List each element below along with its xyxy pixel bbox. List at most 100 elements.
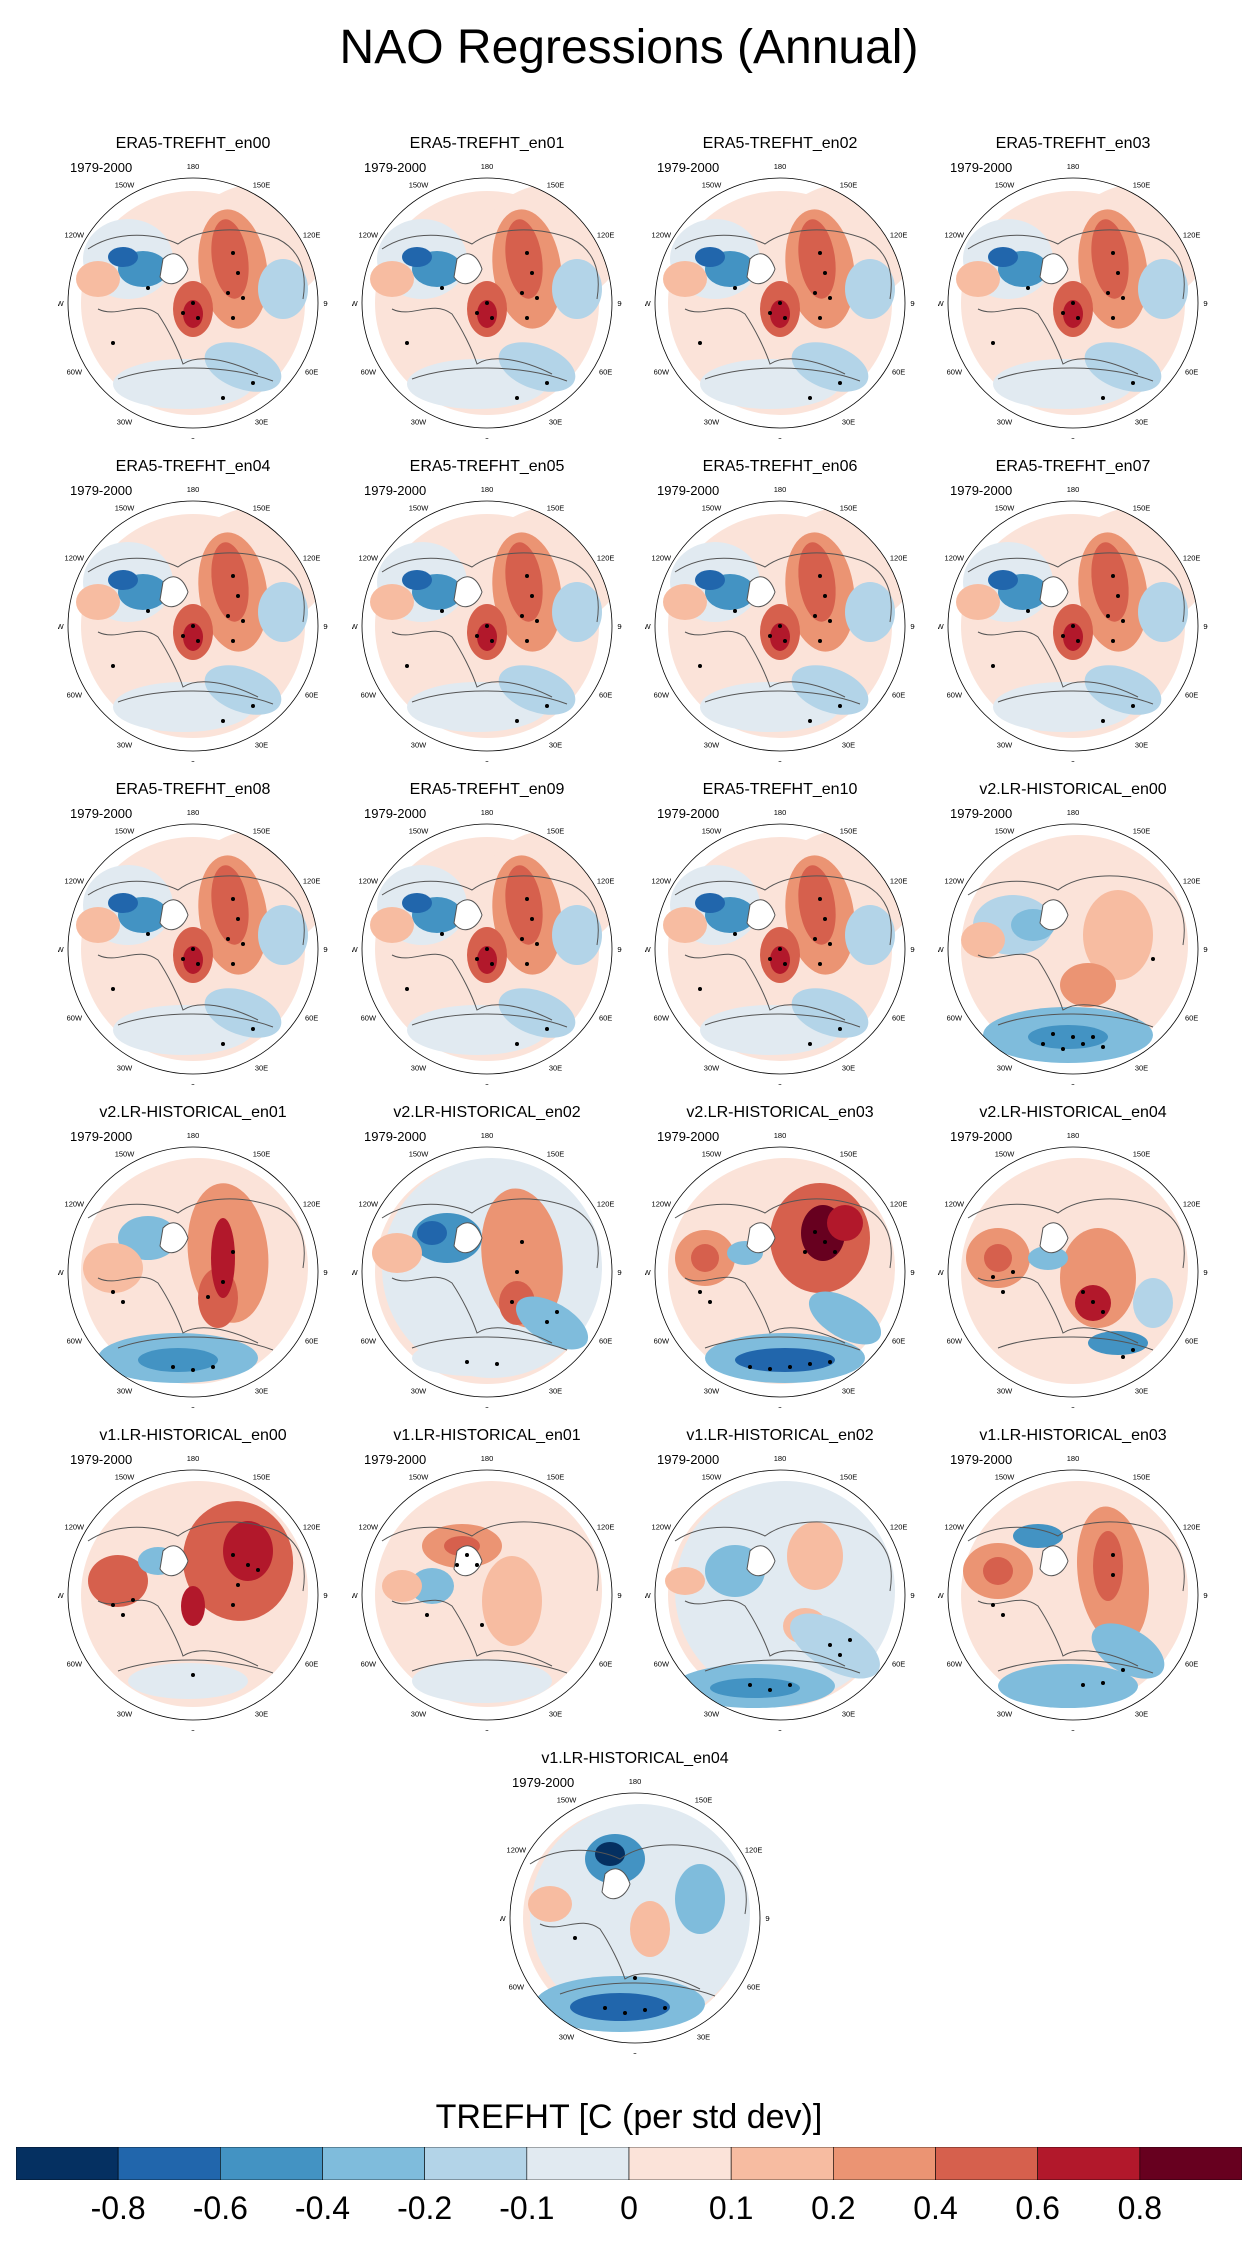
longitude-label: 120W [359, 1200, 380, 1209]
longitude-label: 150W [995, 1472, 1016, 1481]
anomaly-region [595, 1842, 625, 1866]
longitude-label: 150E [253, 826, 271, 835]
longitude-label: 180 [187, 1131, 200, 1140]
significance-dot [530, 917, 534, 921]
anomaly-region [477, 300, 497, 328]
anomaly-region [798, 865, 836, 945]
longitude-label: 120W [945, 231, 966, 240]
significance-dot [515, 1042, 519, 1046]
longitude-label: 120W [65, 877, 86, 886]
longitude-label: 30E [842, 741, 855, 750]
polar-map: 180 150E 120E 90E 60E 30E 0 30W 60W 90W 120W 150W [352, 162, 622, 439]
longitude-label: 120W [652, 554, 673, 563]
coastline [391, 1599, 553, 1667]
significance-dot [1001, 1290, 1005, 1294]
longitude-label: 120E [890, 231, 908, 240]
coastline [704, 367, 861, 382]
longitude-label: 120E [1183, 231, 1201, 240]
significance-dot [768, 311, 772, 315]
panel-period: 1979-2000 [70, 483, 133, 498]
panel-title: v2.LR-HISTORICAL_en00 [979, 781, 1167, 798]
colorbar-tick-label: -0.2 [397, 2190, 453, 2226]
significance-dot [733, 286, 737, 290]
panel-title: v1.LR-HISTORICAL_en00 [99, 1427, 287, 1444]
longitude-label: 90E [323, 1591, 328, 1600]
longitude-label: 150W [115, 1472, 136, 1481]
significance-dot [808, 1042, 812, 1046]
significance-dot [1106, 614, 1110, 618]
significance-dot [823, 917, 827, 921]
anomaly-region [968, 835, 1188, 1055]
significance-dot [748, 1365, 752, 1369]
longitude-label: 0 [778, 759, 782, 762]
longitude-label: 60W [67, 1014, 83, 1023]
coastline [704, 690, 861, 705]
significance-dot [535, 296, 539, 300]
longitude-label: 60W [361, 691, 377, 700]
anomaly-region [505, 542, 543, 622]
significance-dot [1071, 301, 1075, 305]
anomaly-region [695, 247, 725, 267]
longitude-label: 90W [352, 945, 359, 954]
longitude-label: 120W [65, 1523, 86, 1532]
map-panel: v2.LR-HISTORICAL_en03 1979-2000 180 150E 120… [645, 1104, 915, 1408]
map-panel: ERA5-TREFHT_en07 1979-2000 180 150E 120E 90E 6… [938, 458, 1208, 762]
longitude-label: 0 [191, 1082, 195, 1085]
longitude-label: 90W [645, 1591, 652, 1600]
greenland [453, 899, 483, 931]
panel-period: 1979-2000 [950, 483, 1013, 498]
significance-dot [828, 942, 832, 946]
significance-dot [1101, 1310, 1105, 1314]
longitude-label: 60W [947, 691, 963, 700]
anomaly-region [956, 261, 1000, 297]
significance-dot [535, 619, 539, 623]
longitude-label: 90W [938, 622, 945, 631]
anomaly-region [505, 219, 543, 299]
longitude-label: 0 [485, 759, 489, 762]
colorbar-segment [1139, 2147, 1242, 2180]
significance-dot [510, 1300, 514, 1304]
coastline [97, 630, 259, 698]
colorbar-tick-label: -0.4 [294, 2190, 351, 2226]
longitude-label: 90E [617, 945, 622, 954]
longitude-label: 150E [840, 826, 858, 835]
longitude-label: 0 [191, 436, 195, 439]
coastline [411, 1336, 568, 1351]
panel-period: 1979-2000 [950, 1129, 1013, 1144]
longitude-label: 150W [702, 1472, 723, 1481]
colorbar-segment [833, 2147, 936, 2180]
anomaly-region [76, 584, 120, 620]
anomaly-region [76, 907, 120, 943]
significance-dot [226, 291, 230, 295]
longitude-label: 60E [305, 1337, 318, 1346]
significance-dot [211, 1365, 215, 1369]
coastline [674, 1521, 892, 1592]
significance-dot [633, 1976, 637, 1980]
anomaly-region [183, 623, 203, 651]
longitude-label: 90E [323, 622, 328, 631]
longitude-label: 120E [597, 1200, 615, 1209]
longitude-label: 150W [995, 503, 1016, 512]
coastline [977, 953, 1139, 1021]
significance-dot [1091, 1035, 1095, 1039]
significance-dot [405, 664, 409, 668]
coastline [529, 1844, 747, 1915]
coastline [87, 552, 305, 623]
polar-map: 180 150E 120E 90E 60E 30E 0 30W 60W 90W 120W 150W [645, 808, 915, 1085]
anomaly-region [223, 1521, 273, 1581]
anomaly-region [1063, 300, 1083, 328]
longitude-label: 150W [409, 1472, 430, 1481]
coastline [704, 1336, 861, 1351]
significance-dot [525, 639, 529, 643]
panel-period: 1979-2000 [364, 160, 427, 175]
longitude-label: 120W [652, 1200, 673, 1209]
coastline [967, 1521, 1185, 1592]
longitude-label: 60E [1185, 368, 1198, 377]
significance-dot [698, 1290, 702, 1294]
map-panel: v1.LR-HISTORICAL_en00 1979-2000 180 150E 120… [58, 1427, 328, 1731]
longitude-label: 30E [1135, 418, 1148, 427]
significance-dot [246, 1563, 250, 1567]
longitude-label: 120W [507, 1846, 528, 1855]
significance-dot [818, 251, 822, 255]
coastline [997, 1336, 1154, 1351]
